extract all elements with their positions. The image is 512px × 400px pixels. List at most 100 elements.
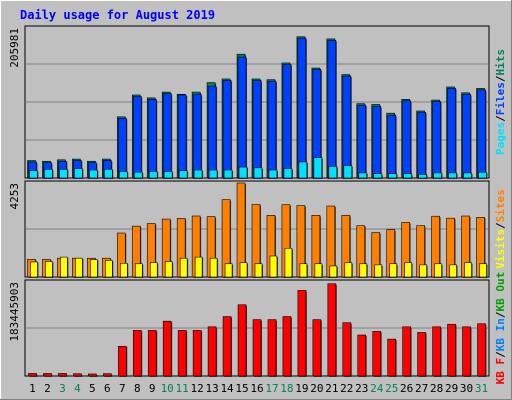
kbf-bar-23 — [357, 334, 367, 377]
files-bar-17 — [267, 80, 277, 179]
visits-bar-2 — [45, 261, 53, 278]
kbf-bar-12 — [192, 330, 202, 377]
kbf-bar-24 — [372, 331, 382, 377]
files-bar-22 — [342, 75, 352, 179]
visits-bar-13 — [209, 257, 218, 278]
day-label-16: 16 — [250, 382, 263, 395]
visits-bar-26 — [404, 262, 412, 278]
legend-files-0: Files — [494, 82, 507, 115]
legend-visits-1: Visits — [494, 229, 507, 269]
day-label-23: 23 — [355, 382, 368, 395]
files-bar-7 — [117, 117, 127, 179]
visits-bar-19 — [299, 263, 308, 278]
pages-bar-7 — [118, 171, 128, 179]
kbf-bar-4 — [73, 373, 82, 377]
pages-bar-30 — [463, 172, 472, 179]
legend-1: Visits/Sites — [494, 189, 507, 269]
day-label-29: 29 — [445, 382, 458, 395]
files-bar-29 — [447, 88, 456, 179]
visits-bar-6 — [105, 260, 113, 278]
pages-bar-4 — [74, 168, 83, 179]
visits-bar-25 — [389, 263, 398, 278]
pages-bar-16 — [253, 167, 263, 179]
legend-sep1-0: / — [494, 115, 507, 122]
files-bar-9 — [147, 99, 157, 179]
day-label-17: 17 — [265, 382, 278, 395]
visits-bar-15 — [239, 262, 248, 278]
pages-bar-22 — [343, 165, 353, 179]
pages-bar-13 — [208, 169, 218, 179]
day-label-12: 12 — [191, 382, 204, 395]
legend-pages-0: Pages — [494, 122, 507, 155]
kbf-bar-18 — [282, 316, 292, 377]
visits-bar-4 — [75, 257, 83, 278]
day-label-21: 21 — [325, 382, 338, 395]
legend-sep2-0: / — [494, 75, 507, 82]
pages-bar-31 — [478, 171, 487, 179]
files-bar-14 — [222, 80, 232, 179]
y-max-label-1: 4253 — [8, 183, 21, 210]
pages-bar-29 — [448, 172, 457, 179]
visits-bar-31 — [479, 263, 487, 278]
kbf-bar-7 — [117, 345, 127, 377]
pages-bar-27 — [418, 174, 427, 179]
day-label-8: 8 — [134, 382, 141, 395]
visits-bar-9 — [149, 262, 158, 278]
day-label-10: 10 — [161, 382, 174, 395]
y-max-label-2: 183445903 — [8, 282, 21, 342]
kbf-bar-11 — [177, 330, 187, 377]
visits-bar-21 — [329, 265, 338, 278]
day-label-30: 30 — [460, 382, 473, 395]
pages-bar-1 — [29, 170, 38, 179]
files-bar-26 — [402, 100, 411, 179]
files-bar-31 — [477, 89, 486, 179]
visits-bar-1 — [30, 261, 38, 278]
day-label-4: 4 — [74, 382, 81, 395]
legend-sites-1: Sites — [494, 189, 507, 222]
pages-bar-20 — [313, 157, 323, 179]
kbf-bar-2 — [43, 373, 52, 377]
kbf-bar-29 — [447, 323, 456, 377]
day-label-14: 14 — [220, 382, 234, 395]
kbf-bar-14 — [222, 316, 232, 377]
pages-bar-25 — [388, 173, 398, 179]
pages-bar-8 — [133, 171, 143, 179]
files-bar-18 — [282, 64, 292, 179]
day-label-26: 26 — [400, 382, 413, 395]
day-label-1: 1 — [29, 382, 36, 395]
day-label-28: 28 — [430, 382, 443, 395]
visits-sites-panel: 4253 Visits/Sites — [8, 180, 507, 278]
kbf-bar-15 — [237, 304, 247, 377]
legend-kbin-2: KB In — [494, 318, 507, 351]
day-label-6: 6 — [104, 382, 111, 395]
visits-bar-30 — [464, 262, 472, 278]
pages-bar-11 — [178, 170, 188, 179]
pages-bar-24 — [373, 173, 383, 179]
pages-bar-18 — [283, 168, 293, 179]
pages-bar-3 — [59, 168, 68, 179]
day-label-9: 9 — [149, 382, 156, 395]
files-bar-27 — [417, 112, 426, 179]
kbf-bar-27 — [417, 332, 426, 377]
kbf-bar-30 — [462, 326, 471, 377]
visits-bar-23 — [359, 263, 368, 278]
files-bar-8 — [132, 96, 142, 179]
kbf-bar-3 — [58, 373, 67, 377]
pages-bar-10 — [163, 171, 173, 179]
pages-bar-12 — [193, 169, 203, 179]
day-label-22: 22 — [340, 382, 353, 395]
visits-bar-10 — [164, 261, 173, 278]
day-label-18: 18 — [280, 382, 293, 395]
pages-bar-2 — [44, 168, 53, 179]
y-max-label-0: 205981 — [8, 28, 21, 68]
visits-bar-27 — [419, 264, 427, 278]
pages-bar-19 — [298, 161, 308, 179]
pages-bar-15 — [238, 166, 248, 179]
pages-bar-14 — [223, 169, 233, 179]
visits-bar-29 — [449, 264, 457, 278]
kbf-bar-26 — [402, 326, 411, 377]
files-bar-25 — [387, 115, 397, 179]
day-label-20: 20 — [310, 382, 323, 395]
files-bar-28 — [432, 101, 441, 179]
